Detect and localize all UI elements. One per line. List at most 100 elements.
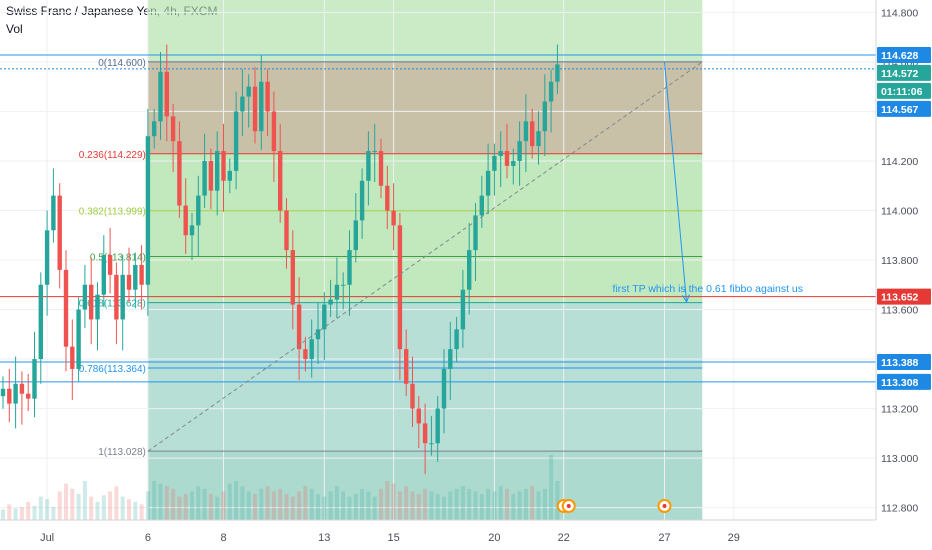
volume-bar xyxy=(479,494,484,520)
volume-bar xyxy=(234,481,239,520)
volume-bar xyxy=(473,491,478,520)
volume-bar xyxy=(32,505,37,520)
volume-bar xyxy=(492,491,497,520)
candle-body xyxy=(63,269,69,347)
candle-body xyxy=(359,180,365,221)
y-tick-label: 113.200 xyxy=(881,404,918,416)
candle-body xyxy=(26,393,31,399)
candle-body xyxy=(227,170,232,181)
volume-bar xyxy=(397,491,402,520)
x-tick-label: 6 xyxy=(145,532,151,544)
volume-bar xyxy=(183,494,188,520)
volume-bars xyxy=(1,455,560,520)
candle-body xyxy=(233,111,239,171)
volume-bar xyxy=(372,496,377,520)
candle-body xyxy=(485,170,491,196)
x-tick-label: 8 xyxy=(220,532,226,544)
candle-body xyxy=(378,151,384,186)
volume-bar xyxy=(64,483,68,520)
candle-body xyxy=(353,220,358,251)
volume-bar xyxy=(511,494,516,520)
x-tick-label: 22 xyxy=(558,532,570,544)
volume-bar xyxy=(215,496,220,520)
candle-body xyxy=(177,141,182,206)
candle-body xyxy=(70,346,75,369)
price-tag-label: 114.567 xyxy=(881,104,919,116)
volume-bar xyxy=(1,509,5,520)
y-tick-label: 113.000 xyxy=(881,453,918,465)
y-tick-label: 113.800 xyxy=(881,255,918,267)
candle-body xyxy=(221,151,226,181)
volume-bar xyxy=(460,486,465,520)
candle-body xyxy=(542,101,547,132)
x-tick-label: 13 xyxy=(318,532,330,544)
candle-body xyxy=(315,329,321,340)
volume-bar xyxy=(202,488,207,520)
price-axis: 112.800113.000113.200113.400113.600113.8… xyxy=(875,0,932,550)
candle-body xyxy=(107,255,113,275)
x-tick-label: 27 xyxy=(658,532,670,544)
volume-bar xyxy=(108,491,113,520)
candle-body xyxy=(322,304,327,330)
volume-bar xyxy=(259,488,264,520)
event-marker-dot xyxy=(662,504,667,508)
volume-bar xyxy=(385,481,390,520)
volume-bar xyxy=(549,455,554,520)
candle-body xyxy=(284,210,289,251)
candle-body xyxy=(252,86,258,132)
trend-line xyxy=(147,61,703,452)
price-tag-box xyxy=(877,64,931,81)
candle-body xyxy=(328,299,333,305)
volume-bar xyxy=(127,499,131,520)
candle-body xyxy=(208,160,214,191)
annotation-text: first TP which is the 0.61 fibbo against… xyxy=(613,283,803,295)
volume-bar xyxy=(158,483,163,520)
volume-bar xyxy=(303,486,308,520)
volume-label: Vol xyxy=(6,22,23,36)
volume-bar xyxy=(101,495,106,520)
volume-bar xyxy=(523,488,528,520)
candle-body xyxy=(460,289,466,330)
volume-bar xyxy=(454,488,459,520)
volume-bar xyxy=(82,481,87,520)
candle-body xyxy=(13,383,18,404)
fib-level-label: 1(113.028) xyxy=(98,447,146,458)
volume-bar xyxy=(190,491,194,520)
price-tag-box xyxy=(877,82,931,99)
candle-body xyxy=(473,215,478,251)
fib-levels: 0(114.600) 0.236(114.229) 0.382(113.999) 0.… xyxy=(79,58,703,458)
candle-body xyxy=(467,250,472,290)
volume-bar xyxy=(70,488,75,520)
candle-body xyxy=(196,195,201,226)
candle-body xyxy=(536,131,541,147)
event-marker-dot xyxy=(566,504,571,508)
candle-body xyxy=(38,284,43,360)
volume-bar xyxy=(95,501,100,520)
price-tags: 114.628 113.652 113.388 113.308 114.572 01:11… xyxy=(877,46,931,390)
candle-body xyxy=(0,388,6,397)
volume-bar xyxy=(227,483,232,520)
y-tick-label: 114.000 xyxy=(881,205,918,217)
candle-body xyxy=(139,264,144,285)
candle-body xyxy=(89,284,94,320)
tp-arrow-line[interactable] xyxy=(664,61,688,303)
volume-bar xyxy=(164,486,169,520)
fib-zone xyxy=(147,153,703,211)
volume-bar xyxy=(89,496,94,520)
price-tag-box xyxy=(877,288,931,305)
volume-bar xyxy=(410,491,415,520)
fib-level-label: 0.236(114.229) xyxy=(79,150,146,161)
volume-bar xyxy=(253,494,257,520)
volume-bar xyxy=(498,486,503,520)
candle-body xyxy=(435,408,440,444)
drawing-overlays: first TP which is the 0.61 fibbo against… xyxy=(147,61,803,513)
volume-bar xyxy=(505,488,509,520)
volume-bar xyxy=(416,494,421,520)
candle-body xyxy=(530,121,535,147)
candle-body xyxy=(44,230,50,285)
candles xyxy=(0,44,560,475)
candle-body xyxy=(57,195,62,270)
volume-bar xyxy=(221,491,226,520)
price-tag-label: 114.628 xyxy=(881,50,919,62)
